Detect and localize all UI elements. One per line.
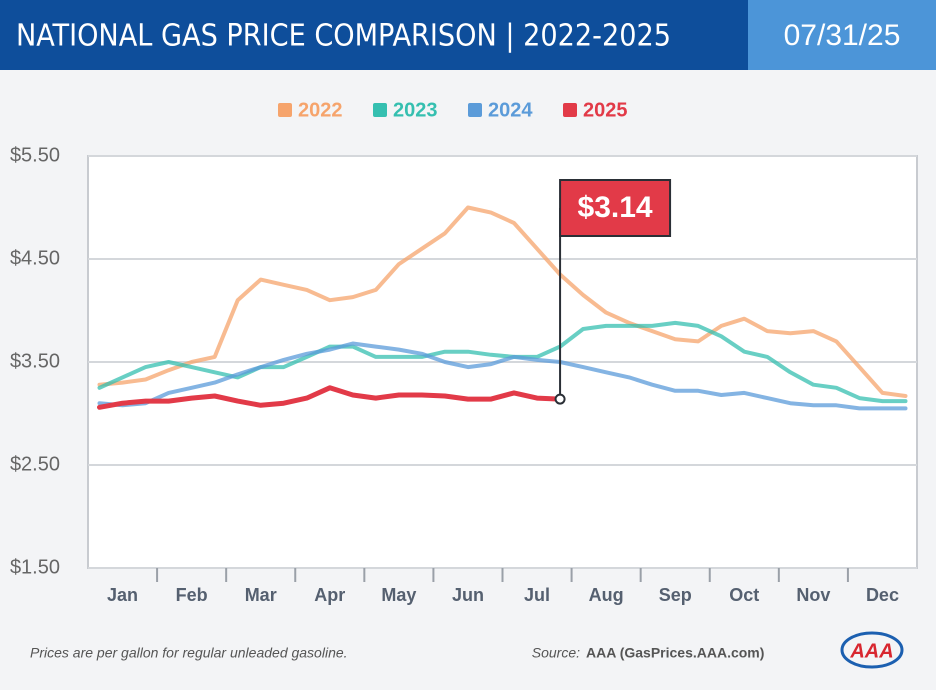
- y-tick-label: $1.50: [10, 556, 60, 578]
- legend-label: 2023: [393, 99, 438, 121]
- x-tick-label: Oct: [729, 585, 759, 605]
- logo-ring: [840, 631, 904, 669]
- x-tick-label: Apr: [314, 585, 345, 605]
- header-bar: [0, 0, 748, 70]
- legend-label: 2025: [583, 99, 628, 121]
- x-tick-label: Aug: [589, 585, 624, 605]
- value-label: $3.14: [578, 191, 653, 224]
- x-tick-label: Mar: [245, 585, 277, 605]
- legend-label: 2024: [488, 99, 533, 121]
- x-tick-label: Jan: [107, 585, 138, 605]
- flag: [559, 179, 672, 237]
- source-label: Source:: [532, 645, 580, 661]
- end-point: [554, 393, 566, 405]
- legend-swatch: [563, 103, 577, 117]
- footnote: Prices are per gallon for regular unlead…: [30, 645, 348, 661]
- line: [97, 385, 563, 410]
- y-tick-label: $3.50: [10, 350, 60, 372]
- y-tick-label: $2.50: [10, 453, 60, 475]
- x-tick-label: Feb: [176, 585, 208, 605]
- date-bar: [748, 0, 936, 70]
- legend-swatch: [373, 103, 387, 117]
- legend-swatch: [468, 103, 482, 117]
- x-tick-label: Jul: [524, 585, 550, 605]
- line: [97, 205, 908, 398]
- source: AAA (GasPrices.AAA.com): [586, 645, 764, 661]
- x-tick-label: May: [381, 585, 416, 605]
- chart-title: NATIONAL GAS PRICE COMPARISON | 2022-202…: [16, 19, 671, 54]
- line: [97, 341, 908, 411]
- x-tick-label: Nov: [796, 585, 830, 605]
- x-tick-label: Sep: [659, 585, 692, 605]
- y-tick-label: $5.50: [10, 144, 60, 166]
- legend-label: 2022: [298, 99, 343, 121]
- date: 07/31/25: [784, 19, 901, 52]
- x-tick-label: Dec: [866, 585, 899, 605]
- logo: AAA: [849, 640, 893, 662]
- y-tick-label: $4.50: [10, 247, 60, 269]
- x-tick-label: Jun: [452, 585, 484, 605]
- legend-swatch: [278, 103, 292, 117]
